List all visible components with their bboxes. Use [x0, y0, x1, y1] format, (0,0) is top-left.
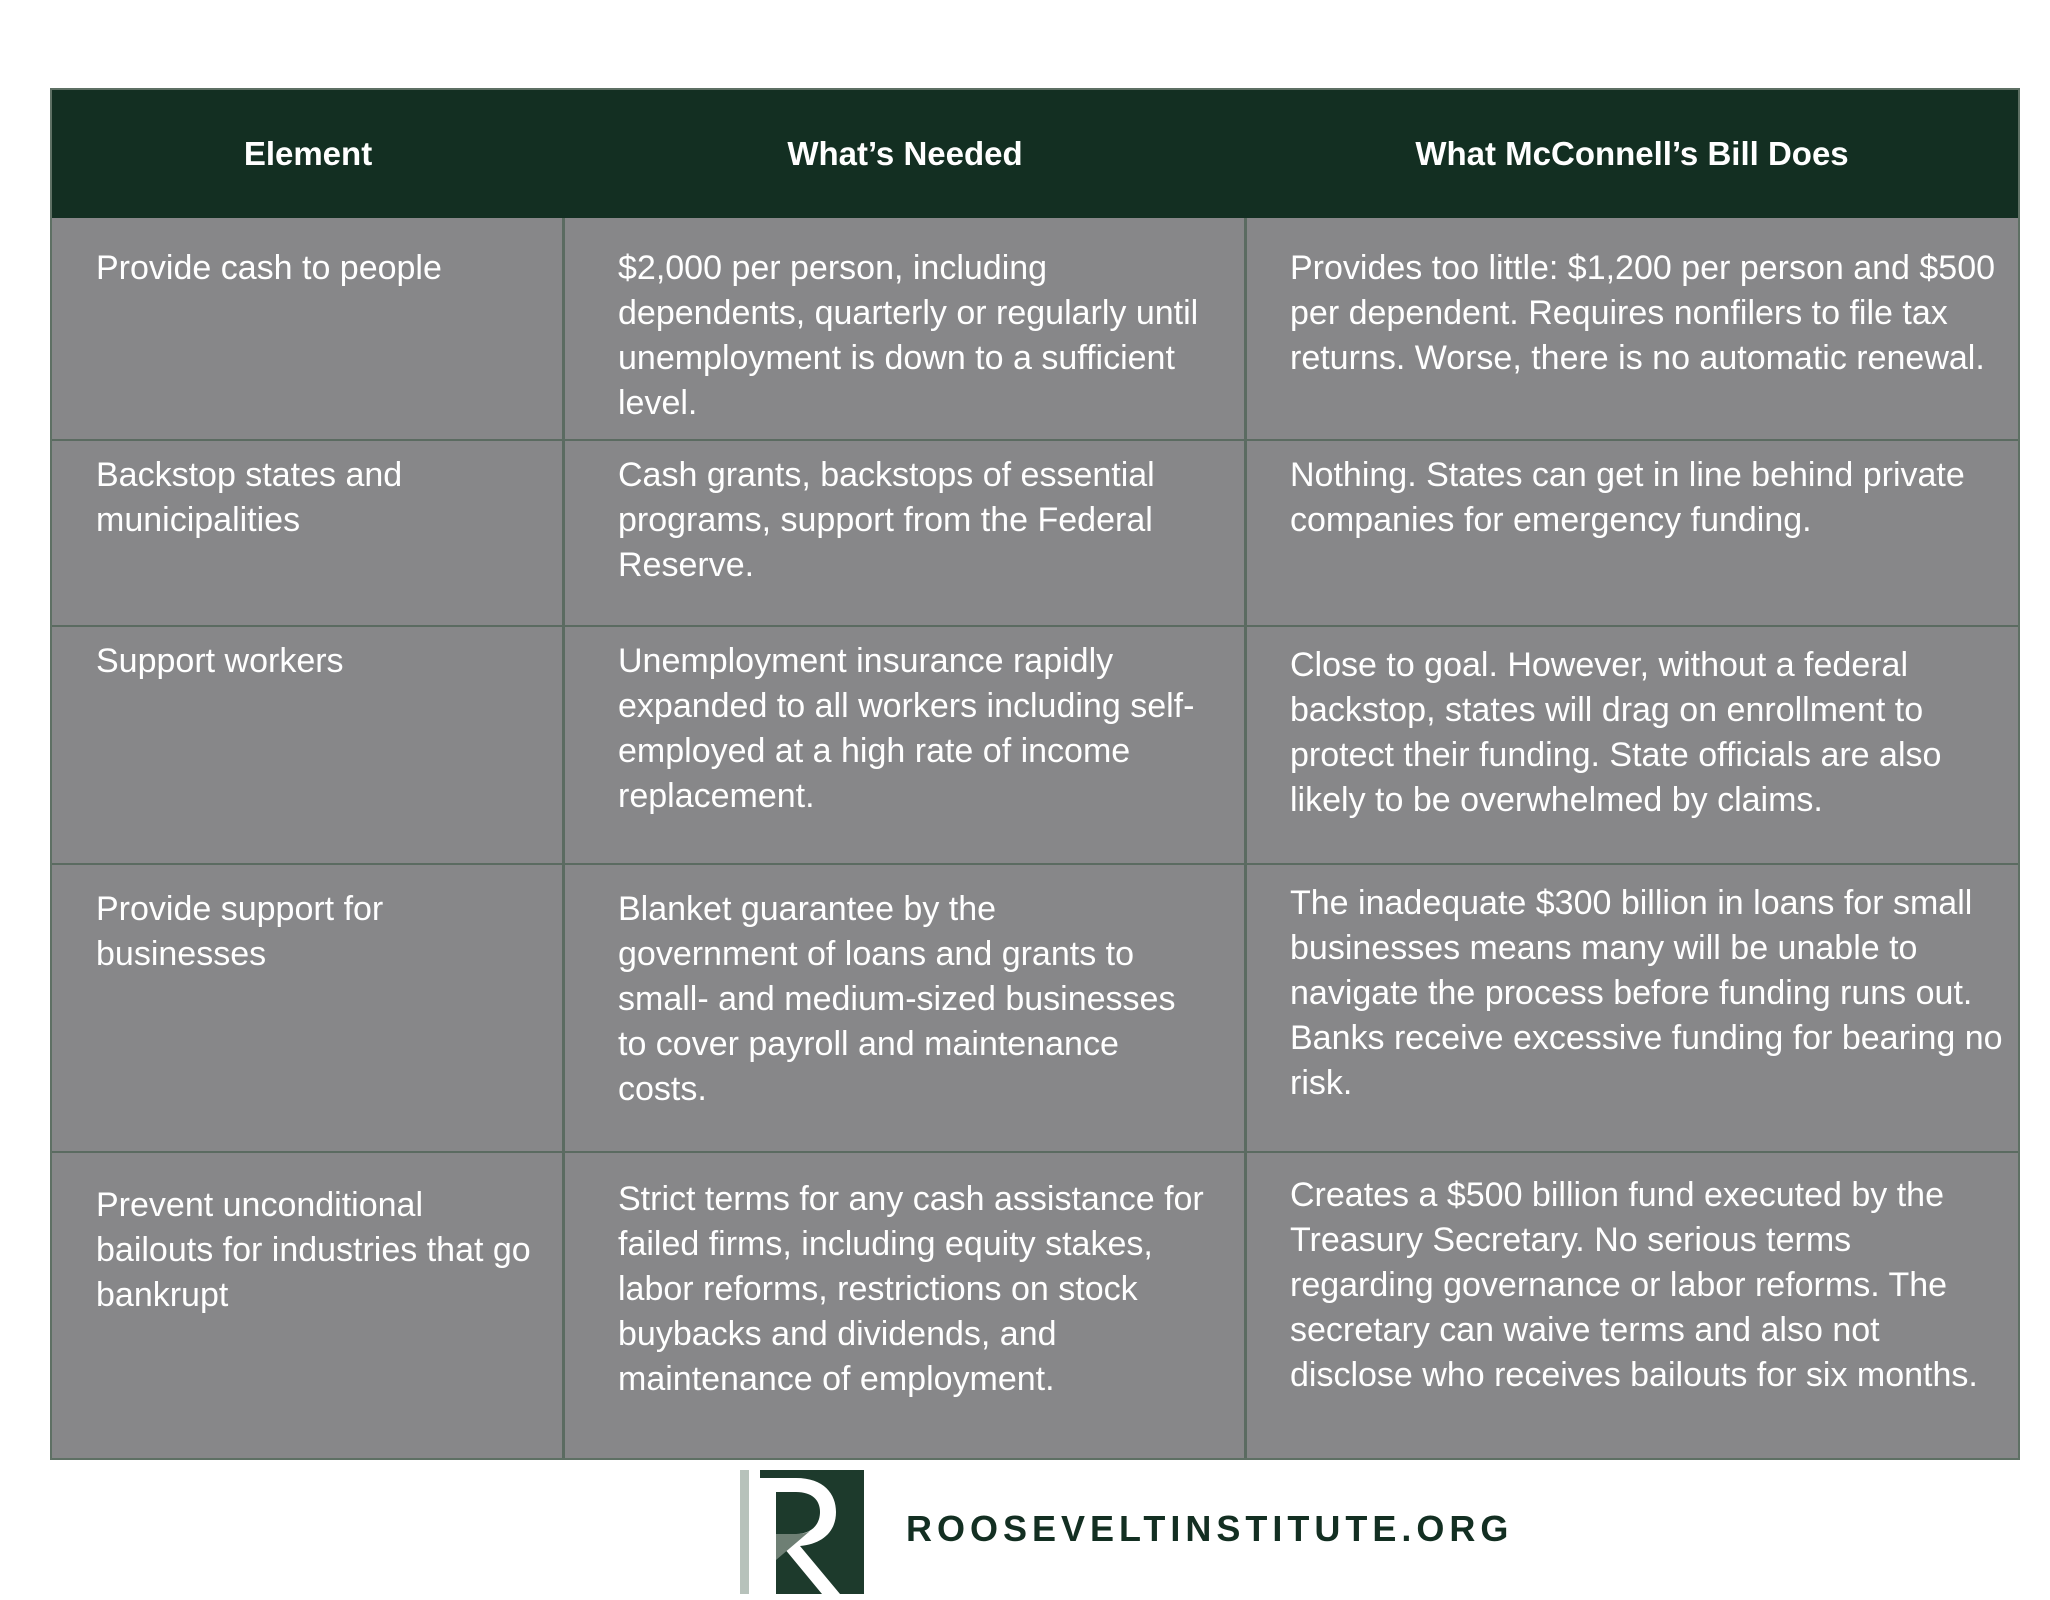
cell-element: Prevent unconditional bailouts for indus…	[96, 1186, 531, 1314]
row-divider	[52, 439, 2018, 441]
cell-bill: Provides too little: $1,200 per person a…	[1290, 249, 1996, 377]
roosevelt-logo-icon	[740, 1470, 864, 1594]
table-row: Provide support for businesses Blanket g…	[52, 865, 2018, 1151]
cell-element: Provide support for businesses	[96, 890, 384, 973]
row-divider	[52, 625, 2018, 627]
table-row: Support workers Unemployment insurance r…	[52, 627, 2018, 863]
row-divider	[52, 1151, 2018, 1153]
table-row: Backstop states and municipalities Cash …	[52, 441, 2018, 625]
cell-bill: Nothing. States can get in line behind p…	[1290, 456, 1965, 539]
cell-element: Support workers	[96, 642, 344, 680]
table-row: Provide cash to people $2,000 per person…	[52, 218, 2018, 439]
cell-element: Provide cash to people	[96, 249, 442, 287]
cell-bill: Creates a $500 billion fund executed by …	[1290, 1176, 1978, 1394]
table-row: Prevent unconditional bailouts for indus…	[52, 1153, 2018, 1458]
cell-needed: Cash grants, backstops of essential prog…	[618, 456, 1155, 584]
header-element: Element	[243, 135, 373, 172]
comparison-table: Element What’s Needed What McConnell’s B…	[50, 88, 2020, 1460]
footer: ROOSEVELTINSTITUTE.ORG	[0, 1470, 2050, 1600]
header-whats-needed: What’s Needed	[787, 135, 1023, 172]
cell-element: Backstop states and municipalities	[96, 456, 403, 539]
cell-bill: Close to goal. However, without a federa…	[1290, 646, 1942, 819]
column-divider	[562, 218, 565, 1458]
row-divider	[52, 863, 2018, 865]
cell-needed: Strict terms for any cash assistance for…	[618, 1180, 1204, 1398]
table-header-row: Element What’s Needed What McConnell’s B…	[52, 90, 2018, 218]
header-bill-does: What McConnell’s Bill Does	[1415, 135, 1849, 172]
cell-bill: The inadequate $300 billion in loans for…	[1290, 884, 2003, 1102]
site-url: ROOSEVELTINSTITUTE.ORG	[906, 1508, 1514, 1549]
cell-needed: Unemployment insurance rapidly expanded …	[618, 642, 1195, 815]
cell-needed: Blanket guarantee by the government of l…	[618, 890, 1176, 1108]
column-divider	[1244, 218, 1247, 1458]
cell-needed: $2,000 per person, including dependents,…	[618, 249, 1199, 422]
